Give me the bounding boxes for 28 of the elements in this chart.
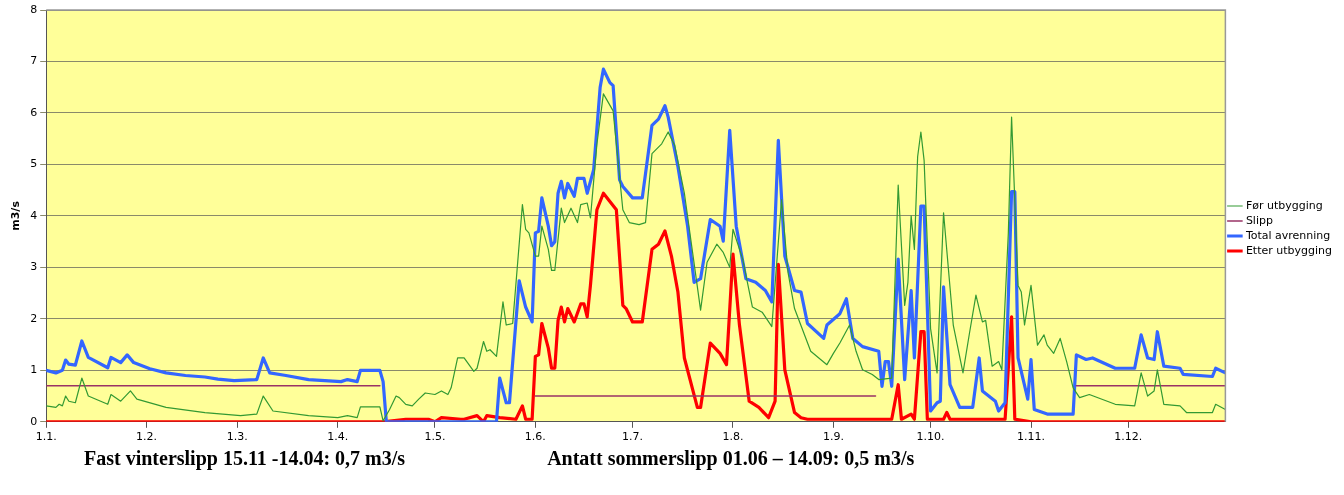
y-tick-label: 3 xyxy=(30,260,38,274)
legend-label: Etter utbygging xyxy=(1245,243,1333,257)
x-tick-label: 1.9. xyxy=(822,430,844,444)
y-tick-label: 7 xyxy=(30,54,38,68)
y-tick-label: 8 xyxy=(30,2,38,16)
y-tick-label: 6 xyxy=(30,105,38,119)
x-tick-label: 1.1. xyxy=(35,430,57,444)
y-tick-label: 5 xyxy=(30,157,38,171)
x-tick-label: 1.5. xyxy=(424,430,446,444)
legend-label: Slipp xyxy=(1245,213,1273,227)
y-tick-label: 2 xyxy=(30,311,38,325)
y-tick-label: 4 xyxy=(30,208,38,222)
x-tick-label: 1.4. xyxy=(327,430,349,444)
x-tick-label: 1.2. xyxy=(136,430,158,444)
y-axis-title: m3/s xyxy=(9,200,23,231)
x-tick-label: 1.10. xyxy=(916,430,945,444)
x-tick-label: 1.7. xyxy=(622,430,644,444)
legend-label: Total avrenning xyxy=(1244,228,1331,242)
x-tick-label: 1.12. xyxy=(1114,430,1143,444)
legend-label: Før utbygging xyxy=(1245,198,1323,212)
x-tick-label: 1.6. xyxy=(524,430,546,444)
y-tick-label: 1 xyxy=(30,363,38,377)
x-tick-label: 1.8. xyxy=(722,430,744,444)
x-tick-label: 1.3. xyxy=(226,430,248,444)
text: Fast vinterslipp 15.11 -14.04: 0,7 m3/s xyxy=(84,447,406,470)
x-tick-label: 1.11. xyxy=(1017,430,1046,444)
y-tick-label: 0 xyxy=(30,414,38,428)
text: Antatt sommerslipp 01.06 – 14.09: 0,5 m3/s xyxy=(547,447,915,470)
